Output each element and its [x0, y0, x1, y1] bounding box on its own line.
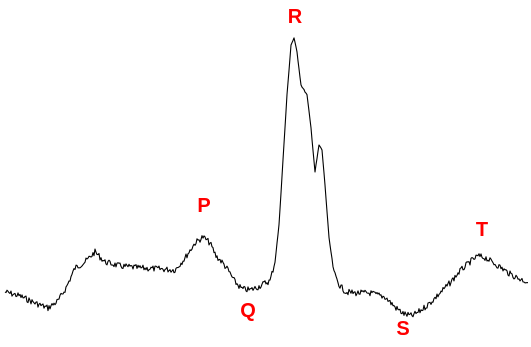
q-wave-label: Q: [240, 300, 256, 322]
s-wave-label: S: [396, 318, 409, 340]
r-wave-label: R: [288, 6, 303, 28]
t-wave-label: T: [476, 219, 488, 241]
ecg-trace-line: [4, 37, 529, 318]
p-wave-label: P: [197, 195, 210, 217]
